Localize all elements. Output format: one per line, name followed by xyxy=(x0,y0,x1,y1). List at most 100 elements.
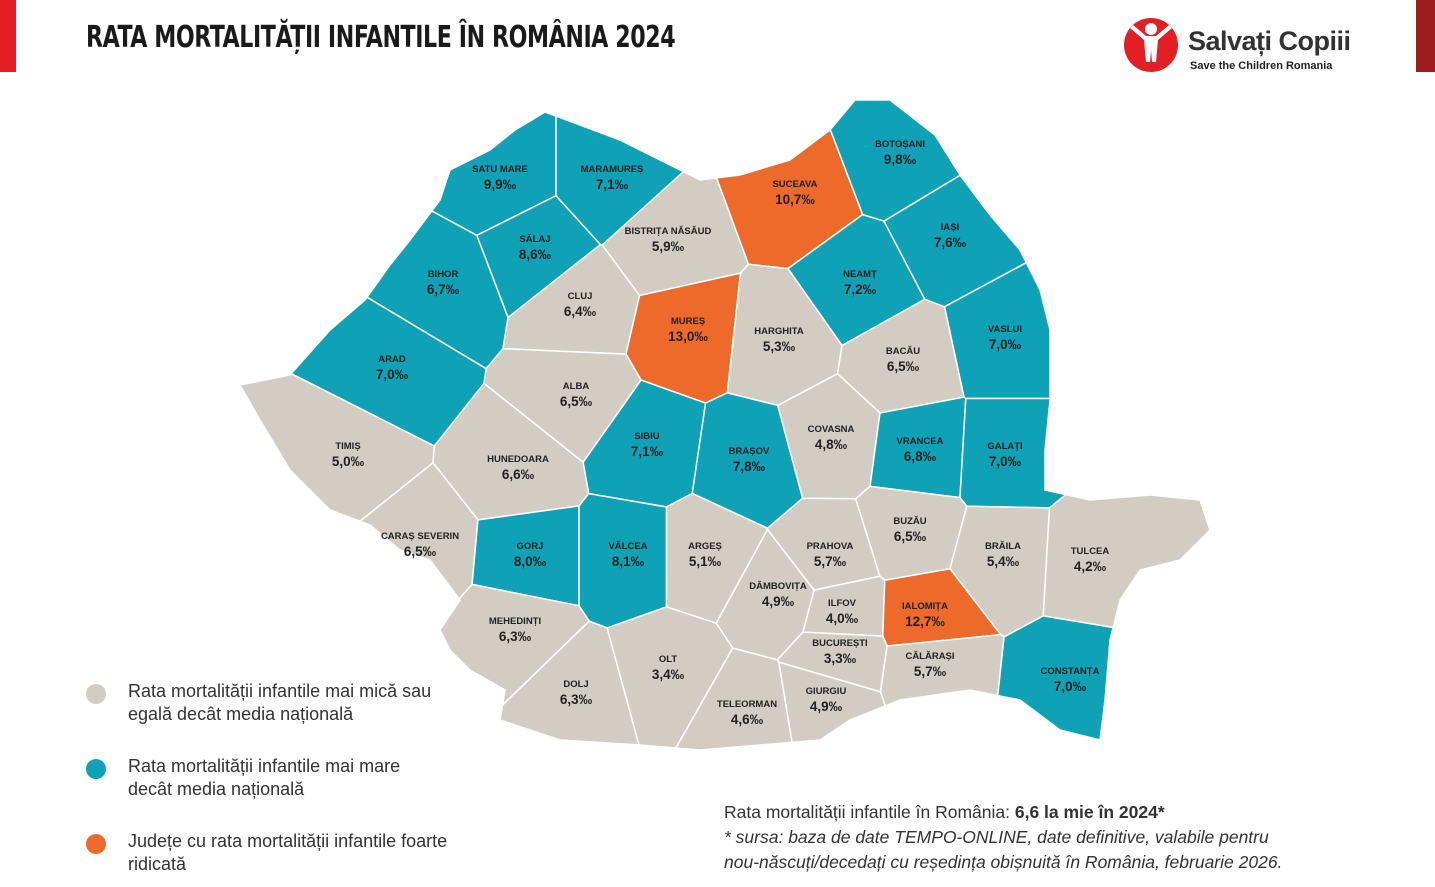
county-rate: 5,4‰ xyxy=(987,554,1020,569)
county-rate: 4,9‰ xyxy=(810,699,843,714)
county-name: CARAȘ SEVERIN xyxy=(381,531,459,542)
legend-label: Județe cu rata mortalității infantile fo… xyxy=(128,831,448,874)
county-rate: 7,1‰ xyxy=(596,177,629,192)
county-rate: 6,6‰ xyxy=(502,467,535,482)
county-name: BUZĂU xyxy=(893,516,926,527)
logo-name: Salvați Copiii xyxy=(1188,26,1351,56)
county-rate: 6,5‰ xyxy=(887,359,920,374)
county-rate: 3,3‰ xyxy=(824,651,857,666)
accent-bar xyxy=(1416,0,1435,72)
county xyxy=(996,615,1115,741)
logo: Salvați Copiii Save the Children Romania xyxy=(1120,12,1360,76)
legend-item: Rata mortalității infantile mai mică sau… xyxy=(86,680,448,726)
county-rate: 8,6‰ xyxy=(519,247,552,262)
county-name: TULCEA xyxy=(1071,546,1110,557)
county-name: ARAD xyxy=(378,354,406,365)
county-name: BRAȘOV xyxy=(729,446,770,457)
county-name: TIMIȘ xyxy=(335,441,360,452)
county xyxy=(869,396,967,499)
county-name: NEAMȚ xyxy=(843,269,877,280)
county-name: VASLUI xyxy=(988,324,1022,335)
legend-swatch xyxy=(86,684,106,704)
county-rate: 4,2‰ xyxy=(1074,559,1107,574)
county-labels: SATU MARE 9,9‰ MARAMUREȘ 7,1‰ BOTOȘANI 9,8‰ SU… xyxy=(332,139,1110,727)
county-name: CLUJ xyxy=(568,291,593,302)
legend-label: Rata mortalității infantile mai mare dec… xyxy=(128,756,401,799)
county-name: DOLJ xyxy=(563,679,588,690)
county-name: SATU MARE xyxy=(472,164,528,175)
county-name: VÂLCEA xyxy=(608,540,647,552)
county-rate: 4,9‰ xyxy=(762,594,795,609)
logo-icon xyxy=(1124,18,1178,72)
county-rate: 9,8‰ xyxy=(884,152,917,167)
county-name: PRAHOVA xyxy=(807,541,854,552)
county-rate: 13,0‰ xyxy=(668,329,708,344)
footer: Rata mortalității infantile în România: … xyxy=(724,800,1282,875)
national-value: 6,6 la mie în 2024* xyxy=(1014,802,1165,822)
county-rate: 4,0‰ xyxy=(826,611,859,626)
county-rate: 4,8‰ xyxy=(815,437,848,452)
county-rate: 6,8‰ xyxy=(904,449,937,464)
county-name: BACĂU xyxy=(886,346,920,357)
county-name: GIURGIU xyxy=(806,686,847,697)
county-name: SUCEAVA xyxy=(772,179,817,190)
county-rate: 7,0‰ xyxy=(1054,679,1087,694)
logo-subtitle: Save the Children Romania xyxy=(1190,60,1333,72)
county-name: ILFOV xyxy=(828,598,857,609)
county-name: GORJ xyxy=(517,541,544,552)
county-name: BIHOR xyxy=(428,269,459,280)
county-name: ALBA xyxy=(563,381,590,392)
county-rate: 5,0‰ xyxy=(332,454,365,469)
county-rate: 10,7‰ xyxy=(775,192,815,207)
county-name: OLT xyxy=(659,654,677,665)
county xyxy=(1042,493,1211,629)
county-rate: 7,0‰ xyxy=(376,367,409,382)
legend-item: Județe cu rata mortalității infantile fo… xyxy=(86,830,448,876)
county-rate: 8,0‰ xyxy=(514,554,547,569)
county-name: BOTOȘANI xyxy=(875,139,925,150)
county-rate: 5,7‰ xyxy=(814,554,847,569)
county-rate: 7,6‰ xyxy=(934,235,967,250)
national-rate: Rata mortalității infantile în România: … xyxy=(724,800,1282,825)
county-name: TELEORMAN xyxy=(717,699,777,710)
county-rate: 6,3‰ xyxy=(560,692,593,707)
county-name: MUREȘ xyxy=(671,316,705,327)
county xyxy=(439,583,591,708)
county-name: IAȘI xyxy=(941,222,959,233)
accent-bar xyxy=(0,0,16,72)
county-name: BUCUREȘTI xyxy=(812,638,867,649)
county-name: MEHEDINȚI xyxy=(489,616,541,627)
county-rate: 6,5‰ xyxy=(404,544,437,559)
county xyxy=(606,606,734,749)
county-rate: 5,7‰ xyxy=(914,664,947,679)
legend-item: Rata mortalității infantile mai mare dec… xyxy=(86,755,448,801)
county-name: BRĂILA xyxy=(985,541,1021,552)
county-name: HARGHITA xyxy=(754,326,804,337)
source-line: * sursa: baza de date TEMPO-ONLINE, date… xyxy=(724,827,1269,847)
title: RATA MORTALITĂȚII INFANTILE ÎN ROMÂNIA 2… xyxy=(86,20,676,55)
county-rate: 3,4‰ xyxy=(652,667,685,682)
county-name: VRANCEA xyxy=(897,436,944,447)
county-rate: 8,1‰ xyxy=(612,554,645,569)
county-name: IALOMIȚA xyxy=(902,601,948,612)
county-rate: 5,9‰ xyxy=(652,239,685,254)
counties xyxy=(238,99,1211,751)
legend-label: Rata mortalității infantile mai mică sau… xyxy=(128,681,432,724)
county-rate: 6,4‰ xyxy=(564,304,597,319)
county-name: SĂLAJ xyxy=(519,234,550,245)
legend-swatch xyxy=(86,759,106,779)
county-name: CĂLĂRAȘI xyxy=(905,651,954,662)
national-label: Rata mortalității infantile în România: xyxy=(724,802,1010,822)
source-line: nou-născuți/decedați cu reședința obișnu… xyxy=(724,852,1283,872)
county-rate: 6,3‰ xyxy=(499,629,532,644)
county xyxy=(777,661,887,744)
county-rate: 5,1‰ xyxy=(689,554,722,569)
county-rate: 12,7‰ xyxy=(905,614,945,629)
county-name: ARGEȘ xyxy=(688,541,722,552)
county-rate: 4,6‰ xyxy=(731,712,764,727)
county-name: COVASNA xyxy=(808,424,855,435)
legend-swatch xyxy=(86,834,106,854)
